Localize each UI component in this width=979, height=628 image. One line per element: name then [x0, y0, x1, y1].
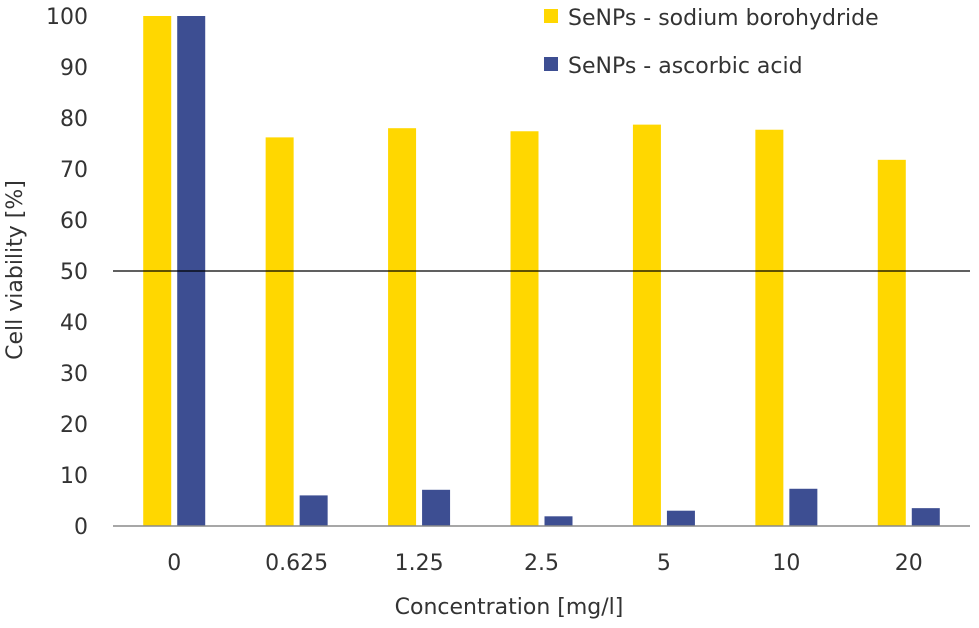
y-tick-label: 20	[60, 413, 88, 438]
x-tick-label: 0	[167, 551, 181, 576]
bar-series-1-10	[755, 129, 784, 527]
bar-series-2-0.625	[299, 495, 328, 526]
legend-swatch	[544, 9, 558, 23]
y-tick-label: 0	[74, 515, 88, 540]
bar-series-1-0.625	[265, 137, 294, 526]
legend-label: SeNPs - ascorbic acid	[568, 54, 803, 79]
legend-swatch	[544, 57, 558, 71]
bar-series-1-1.25	[388, 128, 417, 526]
x-tick-label: 0.625	[265, 551, 328, 576]
bar-series-1-5	[632, 124, 661, 526]
bar-series-2-5	[666, 510, 695, 526]
y-tick-label: 40	[60, 311, 88, 336]
bar-series-1-20	[877, 159, 906, 526]
x-tick-label: 1.25	[395, 551, 444, 576]
x-tick-label: 5	[657, 551, 671, 576]
x-axis-ticks: 0 0.625 1.25 2.5 5 10 20	[167, 551, 923, 576]
bar-series-2-1.25	[422, 489, 451, 526]
bar-series-2-10	[789, 488, 818, 526]
y-axis-ticks: 0 10 20 30 40 50 60 70 80 90 100	[46, 5, 88, 540]
bar-series-2-20	[911, 508, 940, 526]
y-tick-label: 60	[60, 209, 88, 234]
legend: SeNPs - sodium borohydride SeNPs - ascorb…	[544, 6, 879, 79]
y-tick-label: 50	[60, 260, 88, 285]
y-tick-label: 80	[60, 107, 88, 132]
y-tick-label: 100	[46, 5, 88, 30]
y-tick-label: 10	[60, 464, 88, 489]
y-tick-label: 70	[60, 158, 88, 183]
x-tick-label: 10	[772, 551, 800, 576]
x-tick-label: 2.5	[524, 551, 559, 576]
x-axis-title: Concentration [mg/l]	[395, 595, 624, 620]
y-tick-label: 30	[60, 362, 88, 387]
legend-label: SeNPs - sodium borohydride	[568, 6, 879, 31]
y-tick-label: 90	[60, 56, 88, 81]
bar-series-1-2.5	[510, 131, 539, 526]
x-tick-label: 20	[895, 551, 923, 576]
y-axis-title: Cell viability [%]	[3, 180, 28, 360]
bar-series-2-2.5	[544, 516, 573, 526]
